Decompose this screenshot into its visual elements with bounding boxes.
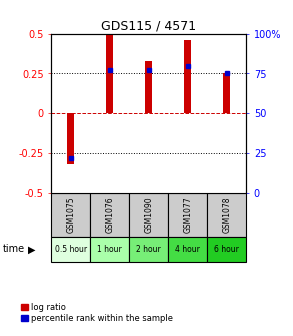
Bar [51, 193, 90, 237]
Text: GSM1090: GSM1090 [144, 197, 153, 234]
Text: 0.5 hour: 0.5 hour [55, 245, 87, 254]
Bar [223, 74, 230, 114]
Bar [145, 61, 152, 114]
Bar [184, 40, 191, 114]
Bar [90, 237, 129, 262]
Text: GSM1076: GSM1076 [105, 197, 114, 234]
Text: GSM1077: GSM1077 [183, 197, 192, 234]
Bar [51, 237, 90, 262]
Text: ▶: ▶ [28, 245, 35, 254]
Bar [207, 237, 246, 262]
Text: 2 hour: 2 hour [136, 245, 161, 254]
Bar [168, 193, 207, 237]
Text: 4 hour: 4 hour [175, 245, 200, 254]
Text: GSM1078: GSM1078 [222, 197, 231, 233]
Bar [67, 114, 74, 164]
Bar [129, 193, 168, 237]
Text: 6 hour: 6 hour [214, 245, 239, 254]
Title: GDS115 / 4571: GDS115 / 4571 [101, 19, 196, 33]
Text: GSM1075: GSM1075 [66, 197, 75, 234]
Bar [129, 237, 168, 262]
Bar [106, 34, 113, 114]
Bar [90, 193, 129, 237]
Legend: log ratio, percentile rank within the sample: log ratio, percentile rank within the sa… [21, 303, 173, 323]
Bar [207, 193, 246, 237]
Bar [168, 237, 207, 262]
Text: 1 hour: 1 hour [97, 245, 122, 254]
Text: time: time [3, 245, 25, 254]
